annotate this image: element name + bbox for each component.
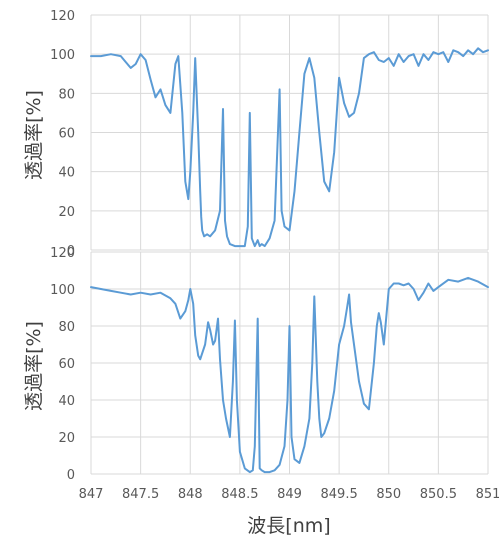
y-tick-label: 40: [58, 394, 75, 409]
x-tick-label: 850: [376, 487, 401, 502]
y-tick-label: 0: [67, 244, 75, 259]
upper-y-axis-label: 透過率[%]: [23, 90, 45, 180]
x-tick-label: 848.5: [221, 487, 258, 502]
x-tick-label: 848: [178, 487, 203, 502]
y-tick-label: 0: [67, 468, 75, 483]
y-tick-label: 20: [58, 205, 75, 220]
x-tick-label: 851: [476, 487, 499, 502]
y-tick-label: 100: [50, 283, 75, 298]
y-tick-label: 120: [50, 246, 75, 261]
x-tick-label: 847: [79, 487, 104, 502]
y-tick-label: 60: [58, 127, 75, 142]
x-tick-label: 849.5: [321, 487, 358, 502]
y-tick-label: 100: [50, 48, 75, 63]
x-tick-label: 849: [277, 487, 302, 502]
y-tick-label: 80: [58, 320, 75, 335]
x-tick-label: 847.5: [122, 487, 159, 502]
x-tick-label: 850.5: [420, 487, 457, 502]
transmittance-series-line: [90, 47, 489, 248]
y-tick-label: 20: [58, 431, 75, 446]
y-tick-label: 60: [58, 357, 75, 372]
y-tick-label: 80: [58, 87, 75, 102]
lower-y-axis-label: 透過率[%]: [23, 321, 45, 411]
upper-panel: 120 100 80 60 40 20 0: [50, 9, 489, 259]
transmittance-series-line: [90, 276, 489, 474]
lower-panel: 120 100 80 60 40 20 0 847 847.5 848 848.5 849 849.5 8…: [50, 246, 499, 502]
y-tick-label: 40: [58, 166, 75, 181]
x-axis-label: 波長[nm]: [247, 515, 330, 537]
y-tick-label: 120: [50, 9, 75, 24]
